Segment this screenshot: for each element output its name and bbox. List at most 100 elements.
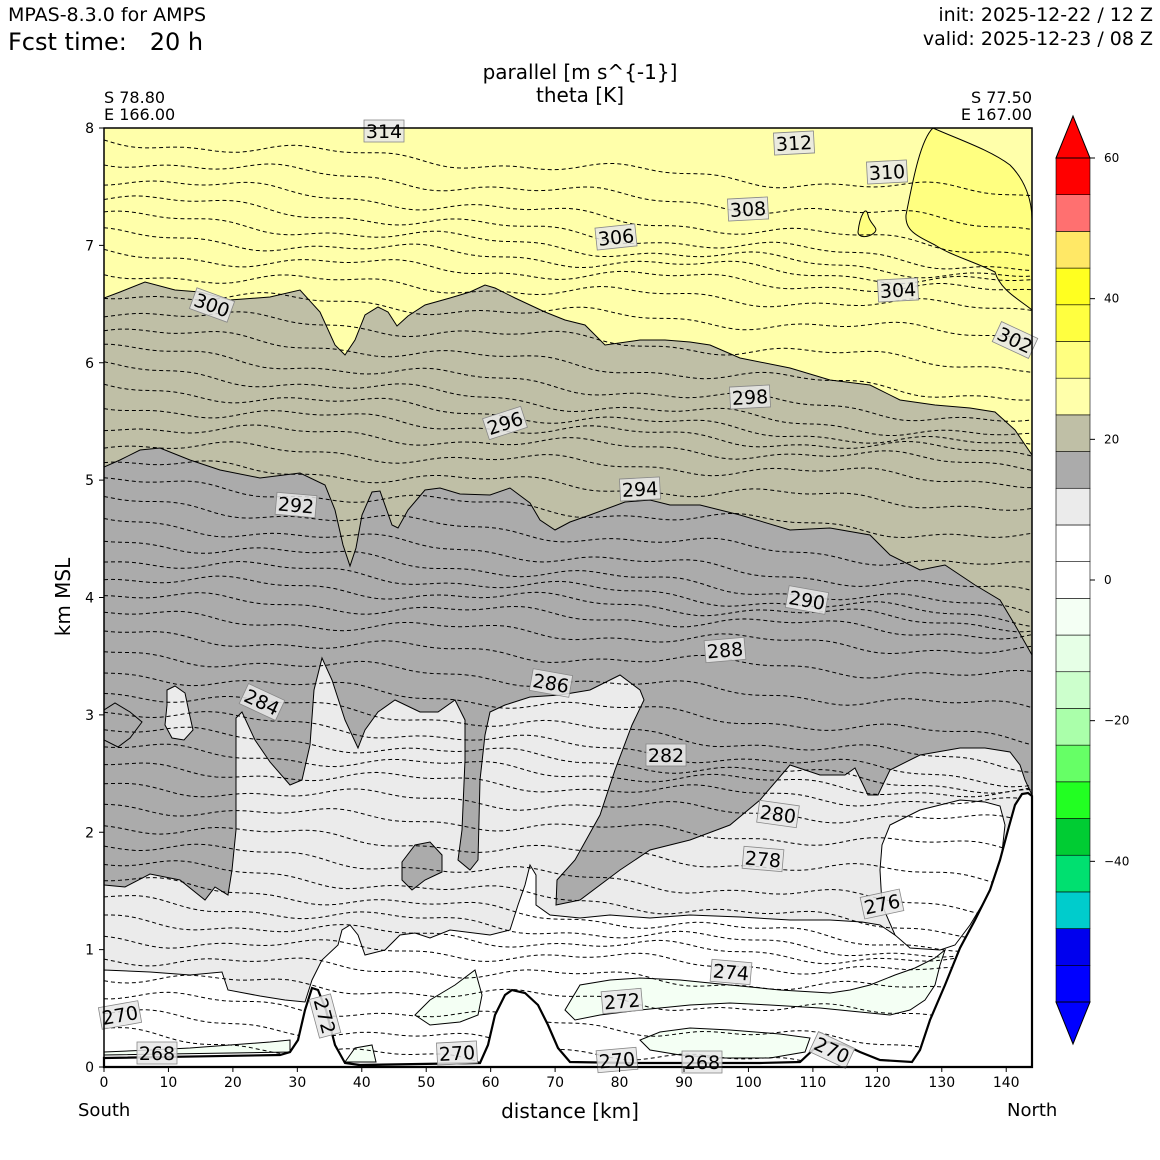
theta-label: 312 bbox=[773, 130, 815, 156]
theta-isentrope bbox=[104, 424, 1032, 471]
theta-isentrope bbox=[104, 180, 1032, 257]
theta-isentrope bbox=[104, 343, 1032, 422]
theta-label-text: 308 bbox=[729, 198, 766, 222]
theta-label: 304 bbox=[877, 277, 919, 303]
colorbar-tick-label: −40 bbox=[1104, 854, 1129, 868]
theta-isentrope bbox=[104, 311, 1032, 373]
colorbar-tick-label: 0 bbox=[1104, 573, 1112, 587]
south-end-label: South bbox=[78, 1100, 131, 1121]
theta-label: 310 bbox=[866, 159, 908, 185]
theta-label-text: 280 bbox=[758, 802, 797, 829]
theta-isentrope bbox=[104, 651, 1032, 709]
left-end-latitude: S 78.80 bbox=[104, 88, 166, 107]
theta-label-text: 294 bbox=[621, 478, 658, 502]
theta-isentrope bbox=[104, 610, 1032, 655]
y-tick-label: 0 bbox=[85, 1060, 94, 1076]
theta-label-text: 274 bbox=[712, 960, 750, 985]
theta-label-text: 314 bbox=[366, 121, 402, 143]
theta-isentrope bbox=[104, 195, 1032, 272]
colorbar-swatch bbox=[1055, 451, 1091, 489]
theta-label: 288 bbox=[703, 636, 747, 664]
valid-time: valid: 2025-12-23 / 08 Z bbox=[922, 28, 1153, 50]
colorbar-swatch bbox=[1055, 598, 1091, 636]
x-tick-label: 30 bbox=[288, 1075, 306, 1091]
theta-isentrope bbox=[104, 592, 1032, 640]
band-pale-green bbox=[414, 969, 483, 1026]
x-tick-label: 40 bbox=[353, 1075, 371, 1091]
theta-label-text: 306 bbox=[597, 225, 635, 251]
theta-isentrope bbox=[104, 460, 1032, 511]
x-tick-label: 90 bbox=[675, 1075, 693, 1091]
theta-isentrope bbox=[104, 210, 1032, 279]
band-gray-patch bbox=[401, 841, 443, 891]
colorbar: 60 40 20 0 −20 −40 bbox=[1055, 114, 1129, 1046]
theta-label: 276 bbox=[859, 888, 905, 920]
init-time: init: 2025-12-22 / 12 Z bbox=[938, 4, 1153, 26]
theta-isentrope bbox=[104, 803, 1032, 856]
left-end-longitude: E 166.00 bbox=[104, 105, 176, 124]
colorbar-swatch bbox=[1055, 561, 1091, 599]
theta-isentrope bbox=[104, 227, 1032, 285]
theta-isentrope bbox=[104, 408, 1032, 457]
theta-label-text: 304 bbox=[879, 279, 916, 303]
colorbar-extend-low bbox=[1055, 1001, 1091, 1046]
colorbar-tick-label: 20 bbox=[1104, 432, 1119, 446]
theta-label-text: 268 bbox=[139, 1043, 175, 1065]
theta-isentrope bbox=[104, 726, 1032, 794]
colorbar-swatch bbox=[1055, 304, 1091, 342]
colorbar-swatch bbox=[1055, 341, 1091, 379]
colorbar-swatch bbox=[1055, 194, 1091, 232]
theta-isentrope bbox=[104, 991, 1032, 1056]
theta-isentrope bbox=[104, 957, 1032, 1001]
theta-isentrope bbox=[104, 974, 1032, 1027]
theta-isentrope bbox=[104, 163, 1032, 230]
colorbar-swatch bbox=[1055, 744, 1091, 783]
x-tick-label: 120 bbox=[864, 1075, 891, 1091]
theta-isentrope bbox=[104, 1027, 497, 1067]
band-pale-green bbox=[564, 948, 947, 1021]
theta-isentrope bbox=[104, 843, 1032, 918]
x-axis-ticks: 0 10 20 30 40 50 60 70 80 90 100 110 120 130 140 bbox=[100, 1067, 1020, 1091]
x-tick-label: 110 bbox=[800, 1075, 827, 1091]
colorbar-tick-label: −20 bbox=[1104, 714, 1129, 728]
y-tick-label: 4 bbox=[85, 591, 94, 607]
colorbar-swatch bbox=[1055, 854, 1091, 893]
theta-label-text: 272 bbox=[603, 989, 641, 1014]
theta-isentrope bbox=[104, 477, 1032, 539]
colorbar-swatch bbox=[1055, 671, 1091, 709]
theta-label: 280 bbox=[756, 799, 800, 829]
right-end-latitude: S 77.50 bbox=[970, 88, 1032, 107]
north-end-label: North bbox=[1007, 1100, 1058, 1121]
band-light-gray-patch bbox=[164, 685, 194, 741]
theta-isentrope bbox=[104, 782, 1032, 824]
theta-label-text: 270 bbox=[438, 1042, 475, 1066]
theta-label-text: 282 bbox=[648, 745, 684, 767]
colorbar-swatch bbox=[1055, 157, 1091, 195]
theta-label: 274 bbox=[709, 958, 753, 986]
colorbar-swatch bbox=[1055, 487, 1091, 526]
theta-isentrope bbox=[104, 575, 1032, 633]
theta-label: 298 bbox=[729, 384, 771, 410]
colorbar-swatch bbox=[1055, 267, 1091, 306]
x-axis-label: distance [km] bbox=[501, 1099, 639, 1123]
theta-isentrope bbox=[104, 441, 1032, 489]
model-title: MPAS-8.3.0 for AMPS bbox=[8, 4, 207, 26]
theta-label: 270 bbox=[595, 1046, 639, 1074]
band-pale-green bbox=[639, 1027, 811, 1059]
x-tick-label: 70 bbox=[546, 1075, 564, 1091]
theta-isentrope bbox=[104, 825, 1032, 888]
theta-label-text: 312 bbox=[775, 132, 812, 156]
x-tick-label: 80 bbox=[611, 1075, 629, 1091]
theta-label: 306 bbox=[594, 223, 638, 251]
theta-isentrope bbox=[104, 743, 1032, 798]
theta-label: 268 bbox=[136, 1041, 178, 1065]
theta-label: 268 bbox=[681, 1050, 723, 1074]
colorbar-swatch bbox=[1055, 524, 1091, 562]
theta-isentrope bbox=[104, 762, 1032, 807]
plot-title-line-2: theta [K] bbox=[536, 83, 624, 107]
colorbar-swatch bbox=[1055, 891, 1091, 929]
x-tick-label: 130 bbox=[928, 1075, 955, 1091]
theta-isentrope bbox=[104, 672, 1032, 746]
y-tick-label: 1 bbox=[85, 943, 94, 959]
